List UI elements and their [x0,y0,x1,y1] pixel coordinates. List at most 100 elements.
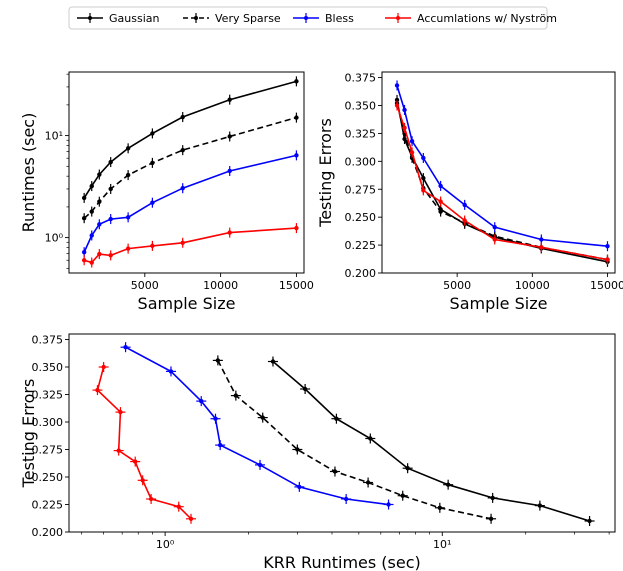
data-point [260,415,265,420]
y-tick-label: 0.225 [32,499,64,512]
data-point [295,447,300,452]
data-point [490,495,495,501]
plot-frame [381,71,616,274]
data-point [400,493,405,498]
y-tick-label: 0.375 [345,72,377,85]
data-point [150,200,155,205]
legend: Gaussian Very Sparse Bless Accumlations w/ … [68,6,557,30]
data-point [125,246,131,251]
data-point [89,209,94,214]
data-point [492,237,497,242]
data-point [294,79,299,84]
data-point [492,225,497,230]
data-point [365,480,371,485]
data-point [108,159,113,165]
data-point [150,243,155,249]
y-tick-label: 0.275 [345,183,377,196]
data-point [81,249,87,255]
data-point [81,195,87,201]
y-tick-label: 10⁰ [45,232,64,245]
data-point [97,199,102,204]
data-point [217,442,223,448]
data-point [150,131,155,136]
data-point [402,125,407,131]
data-point [368,436,373,441]
series-3 [394,100,610,265]
data-point [386,502,391,507]
data-point [227,97,232,102]
data-point [437,505,443,510]
data-point [445,482,451,487]
x-tick-label: 10000 [515,279,550,292]
y-tick-label: 0.300 [345,155,377,168]
data-point [180,240,185,245]
data-point [227,134,232,139]
data-point [421,175,426,181]
y-axis-label: Runtimes (sec) [19,113,38,233]
series-line [396,103,608,261]
y-tick-label: 0.350 [345,100,377,113]
data-point [97,172,102,177]
data-point [297,484,302,490]
series-0 [81,76,299,203]
data-point [108,186,113,192]
y-axis-label: Testing Errors [19,379,38,489]
data-point [462,202,467,208]
y-tick-label: 0.200 [32,526,64,539]
plot-frame [68,71,305,274]
data-point [176,504,181,509]
data-point [215,358,221,363]
data-point [188,516,194,521]
data-point [227,168,232,174]
series-0 [267,356,595,526]
data-point [168,369,174,374]
data-point [332,469,338,474]
y-tick-label: 0.250 [345,211,377,224]
data-point [89,260,94,265]
series-line [217,360,492,520]
x-axis-label: KRR Runtimes (sec) [263,553,421,571]
data-point [125,215,131,220]
y-tick-label: 0.325 [32,389,64,402]
data-point [405,466,410,471]
data-point [101,364,106,370]
y-tick-label: 0.250 [32,471,64,484]
series-2 [394,80,610,252]
data-point [125,146,131,151]
legend-label: Accumlations w/ Nyström [417,12,557,25]
data-point [438,209,443,214]
series-line [96,366,192,520]
data-point [409,139,415,144]
data-point [294,225,299,231]
data-point [294,153,299,158]
data-point [108,253,113,258]
data-point [421,188,426,193]
data-point [343,496,349,502]
x-tick-label: 10⁰ [156,538,175,551]
data-point [118,409,123,415]
series-2 [120,342,394,510]
chart-error-vs-runtime: 10⁰ 10¹ 0.200 0.225 0.250 0.275 0.300 0.325 0.35… [19,333,616,571]
x-tick-label: 5000 [131,279,159,292]
data-point [270,359,276,364]
data-point [140,478,145,483]
data-point [97,251,102,257]
data-point [133,459,138,464]
data-point [438,199,443,204]
series-line [83,154,297,253]
series-line [83,116,297,219]
series-line [396,105,608,261]
data-point [89,183,94,189]
y-tick-label: 0.300 [32,416,64,429]
data-point [605,244,610,249]
data-point [108,216,113,222]
data-point [537,503,543,508]
series-1 [81,112,299,224]
data-point [402,107,407,113]
data-point [421,155,426,161]
data-point [394,83,400,88]
y-tick-label: 10¹ [45,130,63,143]
x-tick-label: 10000 [203,279,238,292]
x-tick-label: 10¹ [433,538,451,551]
